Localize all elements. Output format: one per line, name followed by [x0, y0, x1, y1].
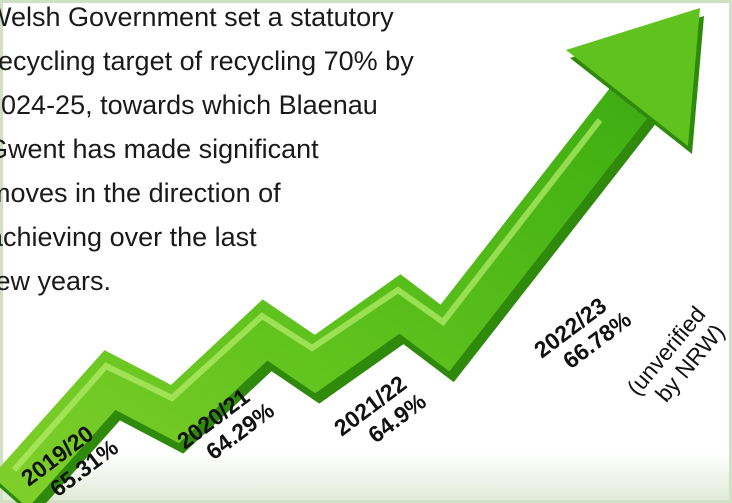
intro-line: achieving over the last [0, 222, 257, 252]
intro-line: moves in the direction of [0, 178, 281, 208]
intro-line: recycling target of recycling 70% by [0, 46, 414, 76]
arrow-head [566, 8, 700, 146]
arrow-highlight [11, 118, 603, 472]
intro-text: Welsh Government set a statutory recyclin… [0, 2, 414, 296]
intro-line: Gwent has made significant [0, 134, 319, 164]
growth-arrow [0, 8, 704, 503]
intro-line: few years. [0, 266, 111, 296]
arrow-body [0, 85, 650, 503]
intro-line: Welsh Government set a statutory [0, 2, 394, 32]
intro-line: 2024-25, towards which Blaenau [0, 90, 378, 120]
